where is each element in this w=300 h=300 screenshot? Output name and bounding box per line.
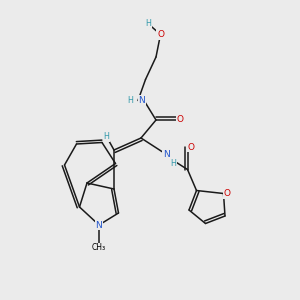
Text: O: O: [224, 189, 231, 198]
Text: H: H: [170, 159, 176, 168]
Text: H: H: [146, 20, 152, 28]
Text: CH₃: CH₃: [92, 243, 106, 252]
Text: O: O: [176, 116, 184, 124]
Text: O: O: [187, 142, 194, 152]
Text: H: H: [103, 132, 109, 141]
Text: N: N: [96, 220, 102, 230]
Text: N: N: [138, 96, 145, 105]
Text: H: H: [127, 96, 133, 105]
Text: O: O: [157, 30, 164, 39]
Text: N: N: [163, 150, 170, 159]
